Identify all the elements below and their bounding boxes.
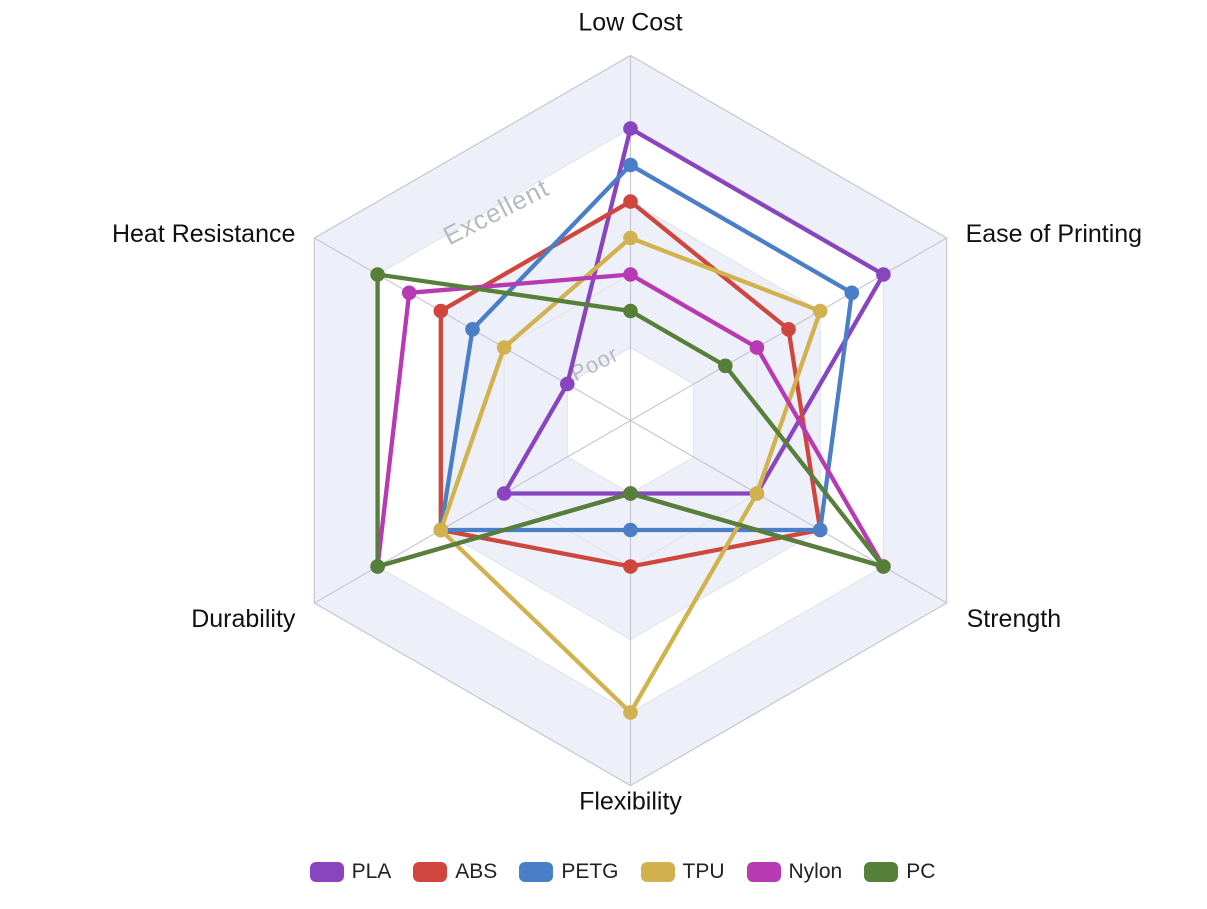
legend-item-pc[interactable]: PC: [864, 861, 935, 882]
data-point-TPU[interactable]: [623, 230, 638, 246]
data-point-Nylon[interactable]: [749, 340, 765, 355]
legend-swatch-icon: [519, 861, 554, 882]
data-point-PLA[interactable]: [876, 267, 891, 282]
legend-item-nylon[interactable]: Nylon: [746, 860, 843, 883]
data-point-TPU[interactable]: [433, 522, 449, 538]
legend-label: TPU: [682, 860, 725, 883]
data-point-TPU[interactable]: [496, 340, 512, 355]
axis-label-strength: Strength: [967, 605, 1062, 633]
legend-label: PLA: [351, 860, 392, 883]
data-point-ABS[interactable]: [623, 559, 638, 574]
data-point-ABS[interactable]: [623, 194, 638, 209]
data-point-Nylon[interactable]: [401, 285, 417, 301]
data-point-ABS[interactable]: [781, 322, 796, 337]
data-point-PC[interactable]: [370, 267, 385, 282]
data-point-ABS[interactable]: [433, 303, 449, 319]
axis-spoke: [630, 419, 947, 604]
legend-swatch-icon: [309, 861, 344, 882]
data-point-Nylon[interactable]: [623, 267, 638, 282]
data-point-PETG[interactable]: [465, 322, 480, 337]
data-point-PETG[interactable]: [623, 157, 638, 173]
data-point-TPU[interactable]: [812, 303, 828, 319]
axis-spoke: [314, 419, 631, 604]
data-point-PC[interactable]: [623, 303, 638, 319]
legend-item-petg[interactable]: PETG: [519, 860, 619, 883]
legend-swatch-icon: [864, 861, 899, 882]
axis-label-ease-of-printing: Ease of Printing: [966, 220, 1143, 248]
legend-label: Nylon: [788, 860, 843, 883]
legend-label: ABS: [455, 860, 498, 883]
axis-label-heat-resistance: Heat Resistance: [112, 220, 295, 248]
data-point-PETG[interactable]: [812, 522, 828, 538]
axis-label-durability: Durability: [191, 605, 296, 633]
series-PC: [370, 267, 891, 574]
axis-label-low-cost: Low Cost: [578, 9, 682, 37]
legend-label: PC: [906, 860, 936, 883]
axis-label-flexibility: Flexibility: [579, 788, 682, 816]
data-point-PC[interactable]: [370, 559, 385, 574]
data-point-PETG[interactable]: [623, 522, 638, 538]
outer-hexagon: [313, 54, 948, 787]
data-point-PLA[interactable]: [560, 376, 575, 392]
data-point-PC[interactable]: [876, 559, 891, 574]
legend-label: PETG: [561, 860, 619, 883]
data-point-TPU[interactable]: [749, 486, 765, 501]
legend-swatch-icon: [640, 861, 675, 882]
data-point-PLA[interactable]: [623, 121, 638, 136]
legend-swatch-icon: [413, 861, 448, 882]
data-point-PLA[interactable]: [496, 486, 512, 501]
legend-item-pla[interactable]: PLA: [309, 860, 392, 883]
data-point-PC[interactable]: [623, 486, 638, 501]
legend-swatch-icon: [746, 861, 781, 882]
chart-legend: PLA ABS PETG TPU Nylon PC: [0, 861, 1207, 882]
data-point-TPU[interactable]: [623, 705, 638, 720]
legend-item-tpu[interactable]: TPU: [640, 860, 725, 883]
data-point-PC[interactable]: [718, 358, 733, 374]
series-TPU: [433, 230, 828, 720]
legend-item-abs[interactable]: ABS: [413, 861, 497, 882]
data-point-PETG[interactable]: [844, 285, 860, 301]
